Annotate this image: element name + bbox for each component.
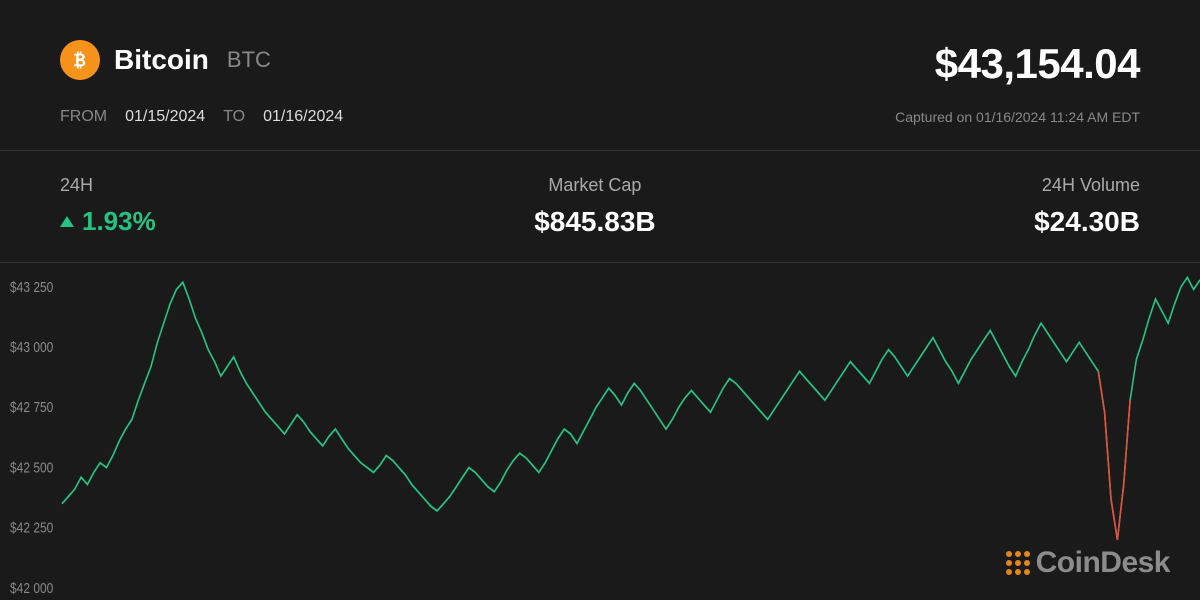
svg-text:$43 250: $43 250	[10, 279, 53, 295]
current-price: $43,154.04	[935, 40, 1140, 88]
to-label: TO	[223, 108, 245, 126]
header: Bitcoin BTC $43,154.04	[0, 0, 1200, 108]
svg-text:$42 000: $42 000	[10, 580, 53, 596]
stat-label: 24H Volume	[1034, 175, 1140, 196]
change-value: 1.93%	[82, 206, 156, 237]
bitcoin-icon	[60, 40, 100, 80]
stats-row: 24H 1.93% Market Cap $845.83B 24H Volume…	[0, 151, 1200, 262]
watermark-dots-icon	[1006, 551, 1030, 575]
watermark: CoinDesk	[1006, 546, 1170, 580]
market-cap-value: $845.83B	[534, 206, 655, 238]
volume-value: $24.30B	[1034, 206, 1140, 238]
stat-24h-change: 24H 1.93%	[60, 175, 156, 238]
svg-text:$43 000: $43 000	[10, 339, 53, 355]
stat-24h-volume: 24H Volume $24.30B	[1034, 175, 1140, 238]
from-date: 01/15/2024	[125, 108, 205, 126]
coin-ticker: BTC	[227, 47, 271, 73]
svg-text:$42 500: $42 500	[10, 459, 53, 475]
up-triangle-icon	[60, 216, 74, 227]
svg-text:$42 750: $42 750	[10, 399, 53, 415]
from-label: FROM	[60, 108, 107, 126]
stat-label: Market Cap	[534, 175, 655, 196]
date-range: FROM 01/15/2024 TO 01/16/2024	[60, 108, 343, 126]
crypto-price-widget: Bitcoin BTC $43,154.04 FROM 01/15/2024 T…	[0, 0, 1200, 600]
stat-market-cap: Market Cap $845.83B	[534, 175, 655, 238]
captured-timestamp: Captured on 01/16/2024 11:24 AM EDT	[895, 109, 1140, 125]
subheader: FROM 01/15/2024 TO 01/16/2024 Captured o…	[0, 108, 1200, 150]
price-chart[interactable]: $42 000 $42 250 $42 500 $42 750 $43 000 $43 2…	[0, 263, 1200, 600]
stat-label: 24H	[60, 175, 156, 196]
watermark-text: CoinDesk	[1036, 546, 1170, 580]
coin-name: Bitcoin	[114, 44, 209, 76]
to-date: 01/16/2024	[263, 108, 343, 126]
svg-text:$42 250: $42 250	[10, 520, 53, 536]
coin-info: Bitcoin BTC	[60, 40, 271, 80]
change-row: 1.93%	[60, 206, 156, 237]
